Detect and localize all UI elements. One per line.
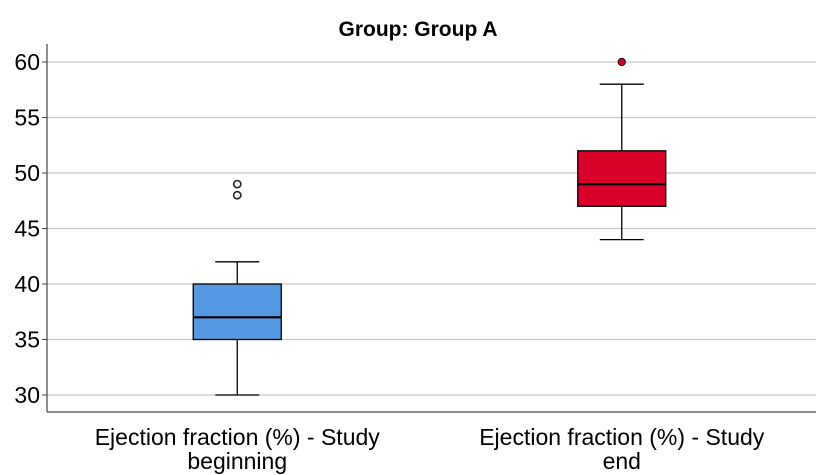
y-tick-label: 35	[14, 327, 40, 353]
box-group-2	[577, 57, 667, 241]
y-axis-ticks: 30 35 40 45 50 55 60	[14, 49, 47, 408]
y-tick-label: 40	[14, 271, 40, 297]
outlier-point	[232, 190, 242, 200]
boxes	[192, 57, 667, 396]
y-tick-label: 45	[14, 216, 40, 242]
category-label-line: end	[603, 448, 641, 474]
iqr-box	[192, 283, 282, 341]
iqr-box	[577, 150, 667, 207]
y-tick-label: 50	[14, 160, 40, 186]
category-label-line: Ejection fraction (%) - Study	[479, 424, 765, 450]
box-group-1	[192, 179, 282, 396]
outlier-point	[617, 57, 626, 67]
category-label-line: Ejection fraction (%) - Study	[95, 424, 381, 450]
category-label-line: beginning	[187, 448, 287, 474]
category-labels: Ejection fraction (%) - StudybeginningEj…	[95, 424, 765, 474]
outlier-point	[232, 179, 242, 189]
gridlines	[47, 61, 816, 396]
y-tick-label: 55	[14, 105, 40, 131]
chart-title: Group: Group A	[338, 18, 497, 41]
y-tick-label: 30	[14, 382, 40, 408]
y-tick-label: 60	[14, 49, 40, 75]
